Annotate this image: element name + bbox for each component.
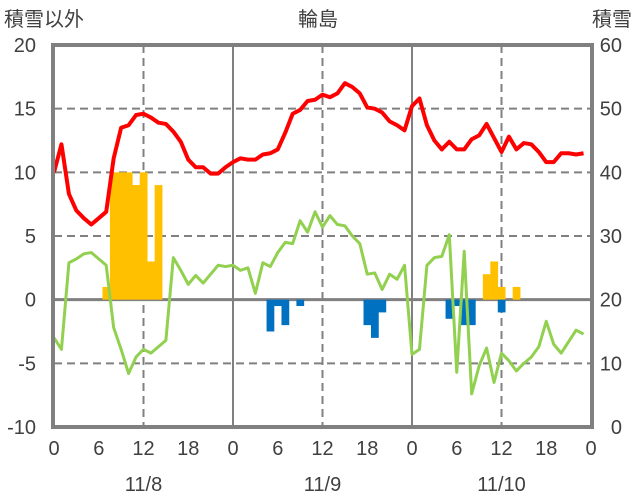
date-label: 11/9 (304, 474, 341, 496)
x-tick-label: 0 (48, 438, 59, 460)
left-tick-label: 0 (25, 290, 36, 312)
x-tick-label: 18 (177, 438, 199, 460)
plot-frame (51, 43, 594, 429)
x-tick-label: 6 (451, 438, 462, 460)
snowmelt-bar (370, 299, 379, 338)
right-axis-title: 積雪 (592, 8, 632, 31)
snowmelt-bar (497, 299, 506, 313)
snowmelt-bar (274, 299, 282, 307)
date-label: 11/10 (477, 474, 526, 496)
snowfall-bar (154, 185, 163, 300)
chart-title: 輪島 (298, 8, 338, 31)
x-tick-label: 12 (311, 438, 333, 460)
snowfall-bar (482, 274, 491, 300)
left-tick-label: 10 (14, 162, 36, 184)
right-tick-label: 30 (600, 226, 622, 248)
x-tick-label: 0 (227, 438, 238, 460)
bars (102, 172, 521, 338)
x-tick-label: 18 (356, 438, 378, 460)
left-tick-label: -10 (7, 417, 36, 439)
right-tick-label: 50 (600, 99, 622, 121)
x-tick-label: 6 (272, 438, 283, 460)
right-tick-label: 60 (600, 35, 622, 57)
date-label: 11/8 (125, 474, 162, 496)
snowmelt-bar (281, 299, 290, 326)
snowfall-bar (512, 286, 521, 300)
left-tick-label: 15 (14, 99, 36, 121)
snowfall-bar (497, 286, 506, 300)
snowfall-bar (117, 172, 126, 300)
right-tick-label: 0 (611, 417, 622, 439)
right-tick-label: 20 (600, 290, 622, 312)
snowmelt-bar (460, 299, 469, 326)
snowfall-bar (124, 172, 133, 300)
snowmelt-bar (266, 299, 275, 332)
red-line (52, 81, 584, 227)
x-tick-label: 12 (132, 438, 154, 460)
snowfall-bar (132, 185, 141, 300)
left-axis-title: 積雪以外 (4, 8, 84, 31)
snowmelt-bar (445, 299, 454, 319)
snowfall-bar (490, 261, 499, 300)
green-line (52, 210, 585, 396)
x-tick-label: 12 (490, 438, 512, 460)
x-tick-label: 18 (535, 438, 557, 460)
right-tick-label: 10 (600, 353, 622, 375)
plot-border (51, 43, 594, 429)
left-tick-label: 5 (25, 226, 36, 248)
snowfall-bar (139, 172, 148, 300)
x-tick-label: 0 (585, 438, 596, 460)
left-tick-label: -5 (18, 353, 36, 375)
snowfall-bar (109, 172, 118, 300)
snowfall-bar (147, 261, 155, 300)
snowmelt-bar (467, 299, 476, 326)
x-tick-label: 0 (406, 438, 417, 460)
snowmelt-bar (453, 299, 461, 307)
snowfall-bar (102, 286, 111, 300)
snowmelt-bar (378, 299, 387, 313)
x-tick-label: 6 (93, 438, 104, 460)
left-tick-label: 20 (14, 35, 36, 57)
right-tick-label: 40 (600, 162, 622, 184)
snowmelt-bar (363, 299, 372, 326)
snowmelt-bar (296, 299, 305, 307)
